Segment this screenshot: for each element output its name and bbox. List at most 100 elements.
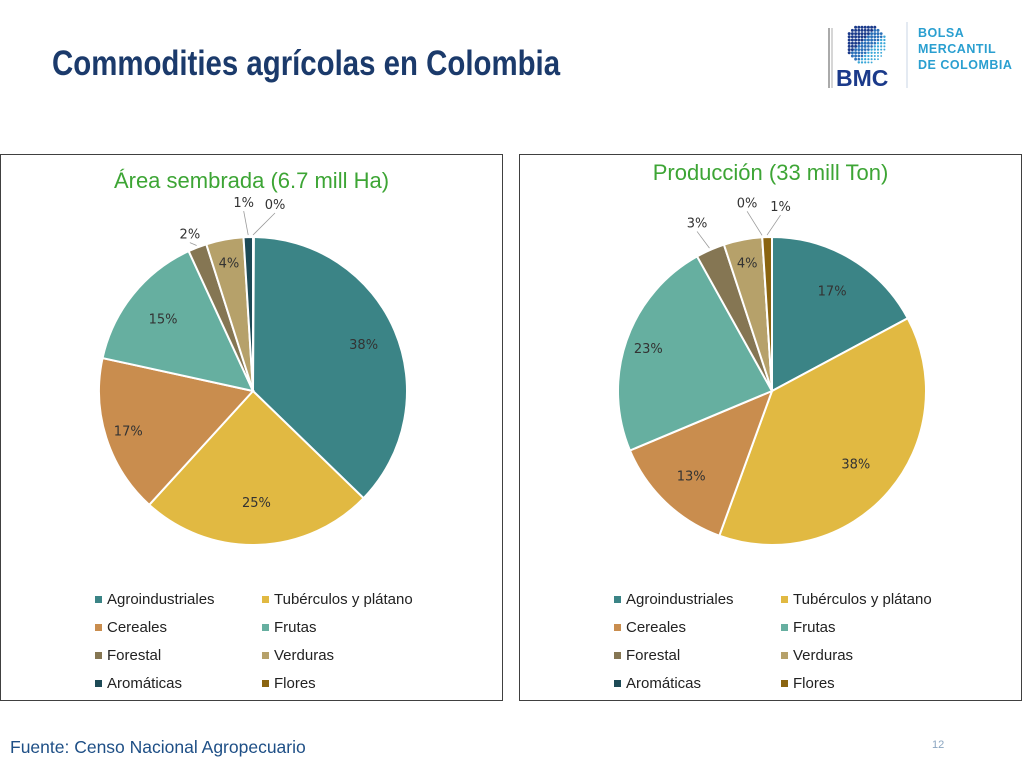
data-label-flores: 0% (265, 198, 286, 213)
globe-dot (883, 45, 886, 48)
source-footer: Fuente: Censo Nacional Agropecuario (10, 737, 306, 757)
leader-line-forestal (696, 231, 710, 249)
globe-dot (850, 38, 854, 42)
leader-line-forestal (189, 242, 197, 246)
legend-label: Aromáticas (107, 675, 183, 692)
globe-dot (873, 28, 877, 32)
globe-dot (860, 35, 864, 39)
bmc-globe-icon: BMC (828, 22, 908, 91)
globe-dot (850, 54, 854, 58)
pie-slice-flores (761, 235, 773, 392)
logo-mark: BMC (836, 65, 888, 91)
globe-dot (879, 35, 883, 39)
data-label-verduras: 4% (219, 256, 240, 271)
globe-dot (860, 41, 864, 45)
logo-line-1: BOLSA (918, 26, 965, 40)
globe-dot (857, 51, 861, 55)
globe-dot (873, 58, 876, 61)
globe-dot (854, 51, 858, 55)
globe-dot (857, 35, 861, 39)
globe-dot (879, 32, 883, 35)
chart-produccion: Producción (33 mill Ton) 17% 38% 13% 23% 3% 4… (519, 154, 1022, 701)
globe-dot (854, 44, 858, 48)
legend-item-forestal: Forestal (95, 647, 161, 664)
legend-swatch (614, 595, 621, 603)
legend-item-flores: Flores (781, 675, 835, 692)
globe-dot (857, 38, 861, 42)
globe-dot (854, 32, 858, 36)
legend-item-agroindustriales: Agroindustriales (614, 591, 734, 608)
legend-label: Frutas (793, 619, 836, 636)
legend-label: Flores (793, 675, 835, 692)
globe-dot (870, 38, 874, 42)
legend-item-tuberculos-y-platano: Tubérculos y plátano (781, 591, 932, 608)
globe-dot (854, 41, 858, 45)
globe-dot (876, 41, 880, 45)
page-number: 12 (932, 739, 945, 751)
globe-dot (863, 44, 867, 48)
legend-swatch (95, 679, 102, 687)
legend-swatch (614, 651, 621, 659)
globe-dot (857, 48, 861, 52)
globe-dot (880, 51, 883, 54)
globe-dot (873, 25, 877, 29)
leader-line-flores (766, 214, 781, 236)
globe-dot (857, 25, 861, 29)
legend-swatch (95, 623, 102, 631)
globe-dot (867, 45, 870, 48)
legend-swatch (262, 651, 269, 659)
pie-slice-cereales (628, 389, 774, 537)
globe-dot (857, 57, 861, 61)
legend-swatch (95, 595, 102, 603)
legend-swatch (262, 623, 269, 631)
globe-dot (863, 32, 867, 36)
data-label-agroindustriales: 38% (349, 338, 378, 353)
globe-dot (870, 58, 873, 61)
globe-dot (863, 48, 867, 51)
globe-dot (854, 38, 858, 42)
globe-dot (873, 41, 877, 45)
globe-dot (863, 41, 867, 45)
legend-label: Forestal (626, 647, 681, 664)
legend-swatch (614, 623, 621, 631)
pie-slice-tuberculos-y-platano (718, 316, 927, 546)
globe-dot (847, 38, 851, 42)
globe-dot (876, 38, 880, 42)
globe-dot (847, 35, 851, 39)
globe-dot (847, 51, 851, 55)
leader-line-aromaticas (243, 211, 249, 236)
legend-label: Verduras (274, 647, 335, 664)
globe-dot (867, 61, 870, 64)
globe-dot (873, 51, 876, 54)
legend-label: Flores (274, 675, 316, 692)
slide-title: Commodities agrícolas en Colombia (52, 44, 561, 83)
globe-dot (854, 35, 858, 39)
globe-dot (850, 48, 854, 52)
globe-dot (883, 35, 886, 39)
globe-dot (860, 51, 864, 55)
legend-item-agroindustriales: Agroindustriales (95, 591, 215, 608)
globe-dot (866, 38, 870, 42)
globe-dot (873, 35, 877, 39)
logo-wordmark: BOLSA MERCANTIL DE COLOMBIA (918, 25, 1012, 73)
globe-dot (863, 51, 867, 55)
globe-dot (870, 32, 874, 36)
legend-label: Cereales (107, 619, 168, 636)
globe-dot (847, 48, 851, 52)
globe-dot (873, 48, 876, 51)
logo-line-3: DE COLOMBIA (918, 58, 1013, 72)
pie-slice-flores (252, 235, 255, 392)
globe-dot (863, 38, 867, 42)
pie-slice-frutas (617, 255, 774, 452)
globe-dot (877, 58, 879, 61)
data-label-aromaticas: 1% (233, 196, 254, 211)
data-label-verduras: 4% (737, 256, 758, 271)
globe-dot (860, 57, 864, 61)
globe-dot (880, 48, 883, 51)
legend-label: Forestal (107, 647, 162, 664)
legend-swatch (262, 679, 269, 687)
globe-dot (870, 48, 873, 51)
legend-item-cereales: Cereales (95, 619, 167, 636)
globe-dot (850, 41, 854, 45)
legend-label: Agroindustriales (107, 591, 215, 608)
